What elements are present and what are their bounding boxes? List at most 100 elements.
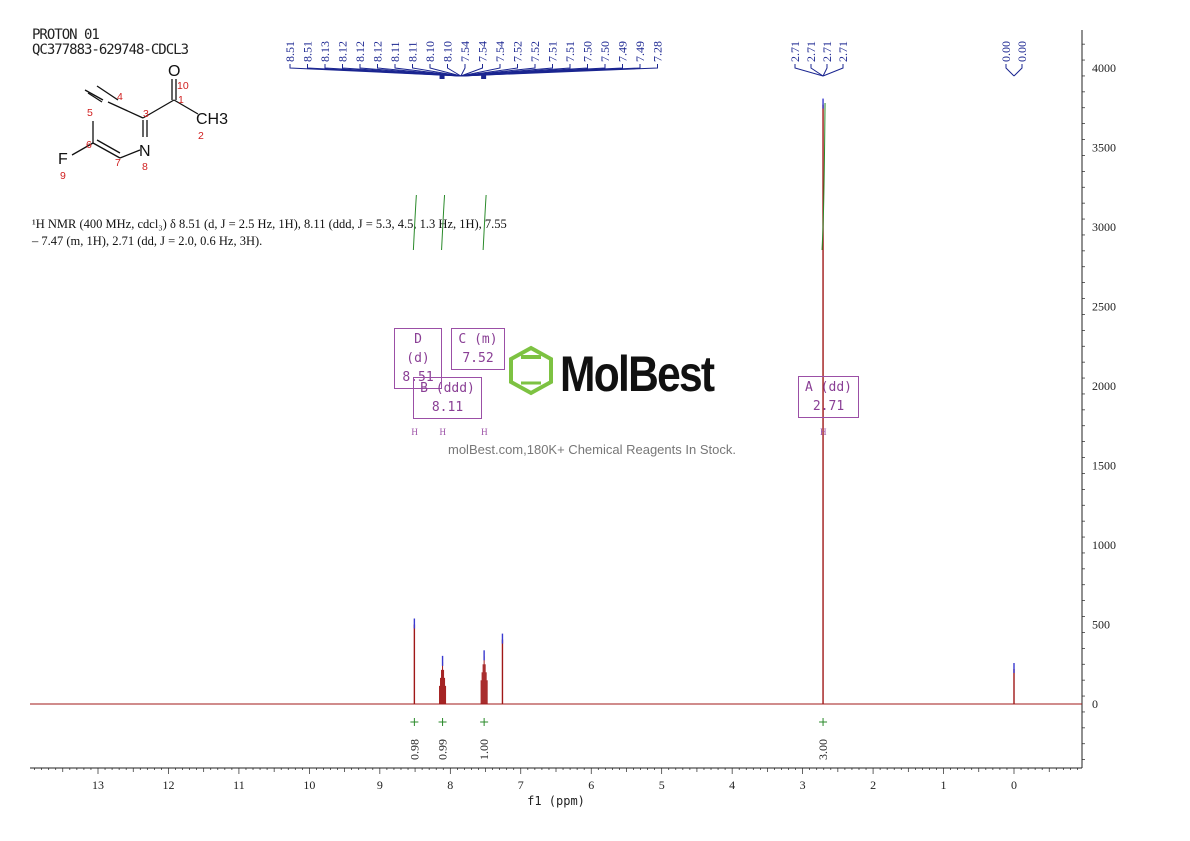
peak-label: 7.54: [476, 41, 490, 62]
atom-number: 5: [87, 107, 93, 119]
atom-number: 3: [143, 108, 149, 120]
atom-f: F: [58, 151, 68, 168]
peak-label-leader: [460, 64, 466, 77]
peak-label: 8.51: [283, 41, 297, 62]
integral-curve: [441, 194, 446, 251]
multiplet-label: D (d): [406, 332, 430, 366]
multiplet-label: A (dd): [805, 380, 852, 395]
y-tick-label: 500: [1092, 618, 1110, 632]
x-tick-label: 3: [800, 778, 806, 792]
nmr-description: ¹H NMR (400 MHz, cdcl₃) δ 8.51 (d, J = 2…: [32, 216, 612, 250]
multiplet-box-a: A (dd) 2.71: [798, 376, 859, 418]
multiplet-range-marker: H: [481, 427, 488, 437]
y-tick-label: 0: [1092, 697, 1098, 711]
peak-label-leader: [359, 64, 461, 77]
multiplet-range-marker: H: [820, 427, 827, 437]
peak-label: 8.12: [336, 41, 350, 62]
x-tick-label: 11: [233, 778, 245, 792]
description-line-2: – 7.47 (m, 1H), 2.71 (dd, J = 2.0, 0.6 H…: [32, 234, 263, 248]
integral-value: 0.98: [407, 739, 421, 760]
peak-label: 7.50: [598, 41, 612, 62]
sample-id: QC377883-629748-CDCL3: [32, 42, 189, 58]
integral-value: 0.99: [436, 739, 450, 760]
description-line-1: ¹H NMR (400 MHz, cdcl₃) δ 8.51 (d, J = 2…: [32, 217, 507, 231]
multiplet-shift: 7.52: [462, 351, 494, 366]
peak-label-marker: [439, 74, 445, 79]
peak-label: 7.51: [546, 41, 560, 62]
y-tick-label: 2500: [1092, 300, 1116, 314]
x-tick-label: 12: [162, 778, 174, 792]
peak-label: 7.54: [458, 41, 472, 62]
peak-label: 2.71: [788, 41, 802, 62]
atom-number: 2: [198, 130, 204, 142]
x-tick-label: 6: [588, 778, 594, 792]
peak-label: 8.10: [441, 41, 455, 62]
peak-label-leader: [794, 64, 824, 77]
watermark-text: molBest.com,180K+ Chemical Reagents In S…: [448, 442, 736, 457]
x-tick-label: 9: [377, 778, 383, 792]
peak-label-marker: [481, 74, 487, 79]
atom-o: O: [168, 63, 180, 80]
atom-number: 7: [115, 157, 121, 169]
peak-label-leader: [460, 64, 483, 77]
peak-label: 7.52: [528, 41, 542, 62]
multiplet-box-c: C (m) 7.52: [451, 328, 505, 370]
chemical-structure: O CH3 N F 1 2 3 4 5 6 7 8 9 10: [58, 63, 228, 182]
x-tick-label: 5: [659, 778, 665, 792]
peak-label-leader: [377, 64, 461, 77]
atom-ch3: CH3: [196, 111, 228, 128]
peak-label: 8.12: [371, 41, 385, 62]
multiplet-range-marker: H: [440, 427, 447, 437]
atom-number: 1: [178, 94, 184, 106]
peak-label: 2.71: [820, 41, 834, 62]
y-tick-label: 2000: [1092, 379, 1116, 393]
y-tick-label: 3000: [1092, 220, 1116, 234]
x-tick-label: 2: [870, 778, 876, 792]
sample-header: PROTON 01 QC377883-629748-CDCL3: [32, 27, 189, 58]
y-tick-label: 3500: [1092, 141, 1116, 155]
peak-label-leader: [447, 64, 462, 77]
x-tick-label: 1: [941, 778, 947, 792]
peak-label-leader: [1013, 64, 1023, 77]
multiplet-label: C (m): [458, 332, 498, 347]
experiment-name: PROTON 01: [32, 27, 100, 43]
peak-label-leader: [429, 64, 462, 77]
multiplet-box-b: B (ddd) 8.11: [413, 377, 482, 419]
integral-curve: [412, 194, 417, 251]
atom-number: 9: [60, 170, 66, 182]
peak-label: 8.51: [301, 41, 315, 62]
peak-label: 7.49: [616, 41, 630, 62]
x-tick-label: 8: [447, 778, 453, 792]
integral-value: 1.00: [477, 739, 491, 760]
peak-label: 7.51: [563, 41, 577, 62]
y-tick-label: 4000: [1092, 61, 1116, 75]
molbest-logo-icon: [509, 345, 553, 396]
peak-label: 2.71: [836, 41, 850, 62]
peak-label-leader: [810, 64, 824, 77]
x-tick-label: 13: [92, 778, 104, 792]
peak-label: 7.54: [493, 41, 507, 62]
peak-label-leader: [394, 64, 461, 77]
peak-label: 0.00: [999, 41, 1013, 62]
integral-curve: [482, 194, 487, 251]
peak-label: 8.11: [388, 41, 402, 62]
x-tick-label: 7: [518, 778, 524, 792]
watermark-logo: MolBest: [560, 346, 715, 402]
peak-label: 7.49: [633, 41, 647, 62]
peak-label: 8.10: [423, 41, 437, 62]
peak-label: 7.52: [511, 41, 525, 62]
multiplet-shift: 2.71: [812, 399, 845, 414]
peak-label-leader: [460, 64, 658, 77]
peak-label-leader: [1005, 64, 1015, 77]
peak-label-leader: [822, 64, 844, 77]
x-tick-label: 0: [1011, 778, 1017, 792]
peak-label-leader: [460, 64, 501, 77]
peak-label-leader: [822, 64, 828, 77]
peak-label-leader: [460, 64, 536, 77]
multiplet-range-marker: H: [411, 427, 418, 437]
peak-label: 8.11: [406, 41, 420, 62]
y-tick-label: 1500: [1092, 459, 1116, 473]
peak-label: 8.13: [318, 41, 332, 62]
atom-number: 4: [117, 91, 123, 103]
